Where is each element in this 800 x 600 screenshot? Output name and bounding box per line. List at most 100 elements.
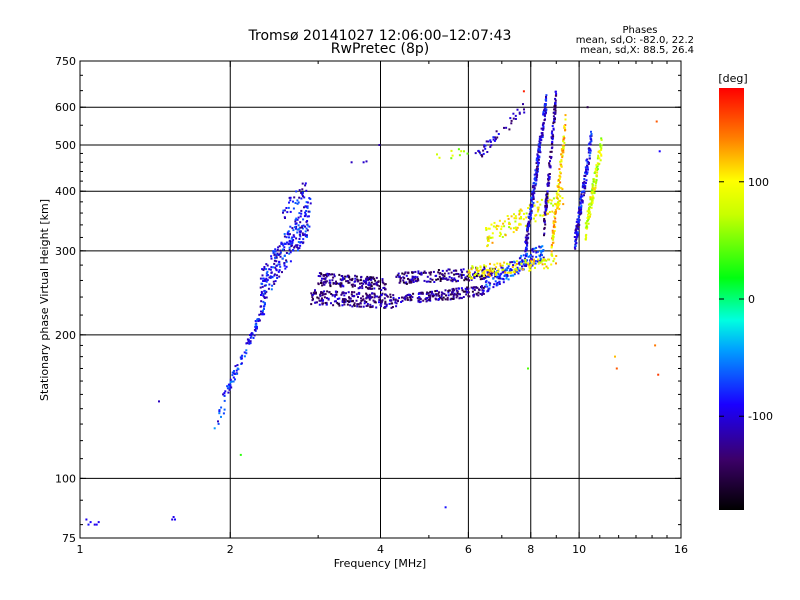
data-point xyxy=(543,113,546,116)
data-point xyxy=(448,275,451,278)
data-point xyxy=(260,282,263,285)
data-point xyxy=(283,243,286,245)
data-point xyxy=(529,203,532,206)
data-point xyxy=(438,294,441,297)
data-point xyxy=(253,334,256,337)
data-point xyxy=(574,243,577,246)
data-point xyxy=(290,237,293,240)
data-point xyxy=(306,229,309,232)
data-point xyxy=(543,219,546,222)
data-point xyxy=(321,291,324,294)
data-point xyxy=(585,179,588,182)
data-point xyxy=(538,149,541,152)
data-point xyxy=(369,297,372,300)
data-point xyxy=(302,241,305,244)
data-point xyxy=(257,318,260,321)
data-point xyxy=(585,236,588,239)
data-point xyxy=(437,271,440,274)
data-point xyxy=(322,302,324,305)
data-point xyxy=(243,351,246,354)
data-point xyxy=(359,302,362,305)
data-point xyxy=(287,243,290,246)
data-point xyxy=(453,273,456,276)
data-point xyxy=(544,212,546,215)
data-point xyxy=(451,291,454,294)
data-point xyxy=(495,224,498,227)
data-point xyxy=(525,240,528,243)
data-point xyxy=(492,270,495,273)
data-point xyxy=(494,138,497,141)
data-point xyxy=(512,274,515,277)
data-point xyxy=(326,290,329,293)
data-point xyxy=(452,298,455,300)
data-point xyxy=(466,291,469,294)
data-point xyxy=(481,293,483,296)
data-point xyxy=(380,302,383,305)
data-point xyxy=(360,275,363,278)
data-point xyxy=(536,210,539,213)
data-point xyxy=(486,245,489,248)
data-point xyxy=(371,292,374,295)
data-point xyxy=(288,248,291,251)
data-point xyxy=(468,274,471,277)
data-point xyxy=(513,217,516,220)
data-point xyxy=(410,298,413,301)
data-point xyxy=(508,128,511,131)
data-point xyxy=(543,114,546,117)
data-point xyxy=(284,267,287,270)
data-point xyxy=(486,285,489,288)
data-point xyxy=(361,285,364,287)
data-point xyxy=(563,144,566,147)
data-point xyxy=(559,160,562,163)
data-point xyxy=(289,196,292,199)
data-point xyxy=(395,275,398,278)
data-point xyxy=(583,194,585,197)
data-point xyxy=(581,201,584,204)
data-point xyxy=(486,151,489,153)
data-point xyxy=(328,273,330,275)
data-point xyxy=(600,138,603,141)
data-point xyxy=(530,216,532,219)
data-point xyxy=(390,306,393,309)
data-point xyxy=(588,154,591,157)
data-point xyxy=(525,254,527,257)
data-point xyxy=(533,204,536,207)
data-point xyxy=(542,249,545,251)
data-point xyxy=(430,271,432,274)
data-point xyxy=(580,211,583,214)
data-point xyxy=(302,234,305,236)
data-point xyxy=(587,203,590,206)
data-point xyxy=(587,143,590,146)
data-point xyxy=(457,273,460,275)
data-point xyxy=(378,299,381,301)
data-point xyxy=(490,274,493,277)
data-point xyxy=(411,277,414,280)
data-point xyxy=(340,282,343,285)
data-point xyxy=(524,257,526,260)
data-point xyxy=(289,251,292,254)
data-point xyxy=(342,277,345,280)
data-point xyxy=(438,272,441,275)
data-point xyxy=(454,278,457,281)
data-point xyxy=(367,294,370,297)
data-point xyxy=(525,238,528,241)
data-point xyxy=(296,218,299,221)
data-point xyxy=(559,171,562,174)
data-point xyxy=(513,268,516,271)
data-point xyxy=(171,518,174,521)
data-point xyxy=(383,297,386,300)
data-point xyxy=(574,244,577,247)
data-point xyxy=(534,173,537,176)
data-point xyxy=(532,196,535,199)
data-point xyxy=(349,278,352,281)
data-point xyxy=(538,245,541,248)
data-point xyxy=(520,262,523,265)
data-point xyxy=(410,280,413,283)
data-point xyxy=(365,278,367,281)
x-tick-label: 2 xyxy=(227,543,234,556)
data-point xyxy=(486,271,489,273)
data-point xyxy=(490,269,493,272)
data-point xyxy=(499,277,501,280)
data-point xyxy=(253,328,256,331)
data-point xyxy=(586,172,589,175)
